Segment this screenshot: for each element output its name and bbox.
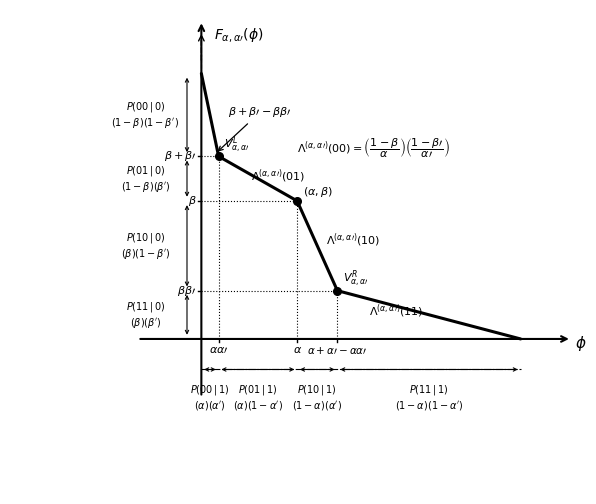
Text: $\Lambda^{(\alpha,\alpha\prime)}(10)$: $\Lambda^{(\alpha,\alpha\prime)}(10)$	[326, 232, 380, 249]
Text: $V^L_{\alpha,\alpha\prime}$: $V^L_{\alpha,\alpha\prime}$	[224, 134, 250, 155]
Text: $\alpha$: $\alpha$	[293, 345, 302, 355]
Text: $\beta + \beta\prime - \beta\beta\prime$: $\beta + \beta\prime - \beta\beta\prime$	[219, 105, 292, 151]
Text: $P(01\,|\,0)$
$(1-\beta)(\beta')$: $P(01\,|\,0)$ $(1-\beta)(\beta')$	[120, 164, 170, 194]
Text: $P(00\,|\,0)$
$(1-\beta)(1-\beta')$: $P(00\,|\,0)$ $(1-\beta)(1-\beta')$	[111, 100, 179, 130]
Text: $\phi$: $\phi$	[575, 334, 586, 353]
Text: $P(00\,|\,1)$
$(\alpha)(\alpha')$: $P(00\,|\,1)$ $(\alpha)(\alpha')$	[190, 383, 230, 412]
Text: $V^R_{\alpha,\alpha\prime}$: $V^R_{\alpha,\alpha\prime}$	[343, 269, 369, 289]
Text: $P(11\,|\,0)$
$(\beta)(\beta')$: $P(11\,|\,0)$ $(\beta)(\beta')$	[126, 300, 165, 330]
Text: $P(10\,|\,0)$
$(\beta)(1-\beta')$: $P(10\,|\,0)$ $(\beta)(1-\beta')$	[120, 231, 170, 261]
Text: $P(11\,|\,1)$
$(1-\alpha)(1-\alpha')$: $P(11\,|\,1)$ $(1-\alpha)(1-\alpha')$	[395, 383, 463, 412]
Text: $\beta\beta\prime$: $\beta\beta\prime$	[178, 284, 197, 298]
Text: $\beta + \beta\prime$: $\beta + \beta\prime$	[164, 149, 197, 163]
Text: $\Lambda^{(\alpha,\alpha\prime)}(01)$: $\Lambda^{(\alpha,\alpha\prime)}(01)$	[250, 167, 305, 185]
Text: $\Lambda^{(\alpha,\alpha\prime)}(00) = \left(\dfrac{1-\beta}{\alpha}\right)\left: $\Lambda^{(\alpha,\alpha\prime)}(00) = \…	[297, 136, 450, 160]
Text: $\beta$: $\beta$	[188, 194, 197, 208]
Text: $\alpha + \alpha\prime - \alpha\alpha\prime$: $\alpha + \alpha\prime - \alpha\alpha\pr…	[307, 345, 368, 356]
Text: $\Lambda^{(\alpha,\alpha\prime)}(11)$: $\Lambda^{(\alpha,\alpha\prime)}(11)$	[370, 302, 424, 320]
Text: $(\alpha, \beta)$: $(\alpha, \beta)$	[303, 185, 333, 199]
Text: $\alpha\alpha\prime$: $\alpha\alpha\prime$	[209, 345, 228, 355]
Text: $P(01\,|\,1)$
$(\alpha)(1-\alpha')$: $P(01\,|\,1)$ $(\alpha)(1-\alpha')$	[233, 383, 283, 412]
Text: $F_{\alpha,\alpha\prime}(\phi)$: $F_{\alpha,\alpha\prime}(\phi)$	[214, 26, 263, 44]
Text: $P(10\,|\,1)$
$(1-\alpha)(\alpha')$: $P(10\,|\,1)$ $(1-\alpha)(\alpha')$	[292, 383, 342, 412]
